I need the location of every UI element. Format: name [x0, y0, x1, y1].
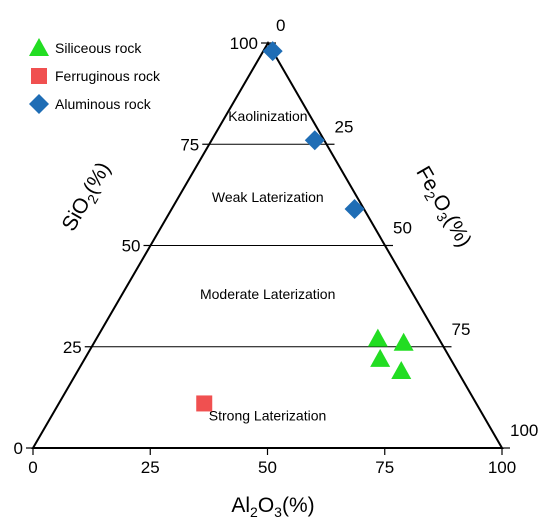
axis-ticks: 0 100 0 25 75 25 50 50 50 75 25 75 100 0 100 [14, 16, 539, 477]
legend-marker-square [31, 68, 47, 84]
fe2o3-tick-label: 100 [510, 421, 538, 440]
al2o3-tick-label: 50 [258, 458, 277, 477]
sio2-tick-label: 25 [63, 338, 82, 357]
legend-label: Aluminous rock [55, 96, 152, 112]
sio2-tick-label: 0 [14, 439, 23, 458]
region-label-0: Kaolinization [228, 108, 307, 124]
al2o3-tick-label: 75 [375, 458, 394, 477]
legend-label: Siliceous rock [55, 40, 142, 56]
data-point-diamond [344, 199, 365, 220]
data-point-triangle [393, 332, 414, 351]
region-boundaries [91, 143, 444, 348]
legend-label: Ferruginous rock [55, 68, 161, 84]
data-point-diamond [304, 130, 325, 151]
data-point-square [196, 395, 213, 412]
data-point-triangle [370, 348, 391, 367]
region-label-1: Weak Laterization [212, 189, 324, 205]
al2o3-tick-label: 25 [141, 458, 160, 477]
sio2-axis-title: SiO2(%) [58, 158, 118, 236]
fe2o3-axis-title: Fe2O3(%) [409, 162, 476, 252]
region-label-3: Strong Laterization [209, 408, 327, 424]
fe2o3-tick-label: 75 [452, 320, 471, 339]
data-point-triangle [367, 328, 388, 347]
legend-marker-triangle [29, 38, 49, 56]
data-point-triangle [391, 361, 412, 380]
sio2-tick-label: 100 [230, 34, 258, 53]
legend: Siliceous rock Ferruginous rock Aluminous … [29, 38, 161, 114]
sio2-tick-label: 50 [122, 237, 141, 256]
fe2o3-tick-label: 50 [393, 219, 412, 238]
al2o3-tick-label: 100 [488, 458, 516, 477]
fe2o3-tick-label: 0 [276, 16, 285, 35]
legend-marker-diamond [29, 94, 49, 114]
al2o3-tick-label: 0 [28, 458, 37, 477]
al2o3-axis-title: Al2O3(%) [231, 494, 314, 520]
data-point-diamond [262, 41, 283, 62]
region-labels: Kaolinization Weak Laterization Moderate L… [200, 108, 335, 424]
region-label-2: Moderate Laterization [200, 286, 335, 302]
sio2-tick-label: 75 [180, 135, 199, 154]
data-points [196, 41, 414, 412]
fe2o3-tick-label: 25 [335, 117, 354, 136]
